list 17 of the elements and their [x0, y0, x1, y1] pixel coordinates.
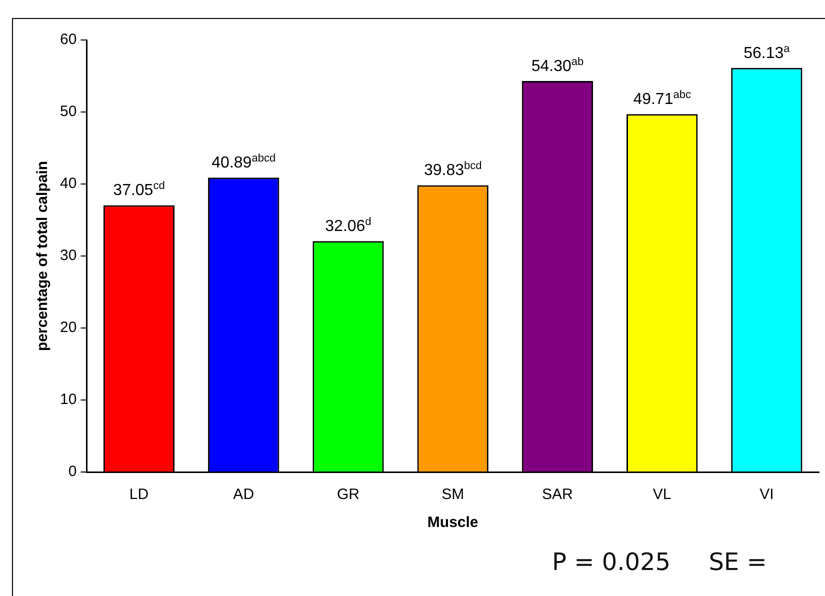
y-tick-label: 0 — [68, 463, 77, 480]
text: P = 0.025 SE = — [552, 548, 767, 576]
x-tick-label: LD — [129, 486, 149, 504]
x-tick-label: SM — [442, 486, 464, 504]
y-tick-label: 40 — [60, 175, 77, 192]
x-tick-label: VL — [652, 486, 672, 504]
x-axis-title: Muscle — [427, 514, 478, 532]
x-tick-label: VI — [760, 486, 774, 504]
y-tick-label: 60 — [60, 31, 77, 48]
y-tick-label: 30 — [60, 247, 77, 264]
x-tick-label: GR — [336, 486, 360, 504]
y-tick-label: 10 — [60, 391, 77, 408]
y-axis-title: percentage of total calpain — [34, 160, 52, 352]
x-tick-label: AD — [233, 486, 254, 504]
x-tick-label: SAR — [542, 486, 574, 504]
y-tick-label: 20 — [60, 319, 77, 336]
y-tick-label: 50 — [60, 103, 77, 120]
